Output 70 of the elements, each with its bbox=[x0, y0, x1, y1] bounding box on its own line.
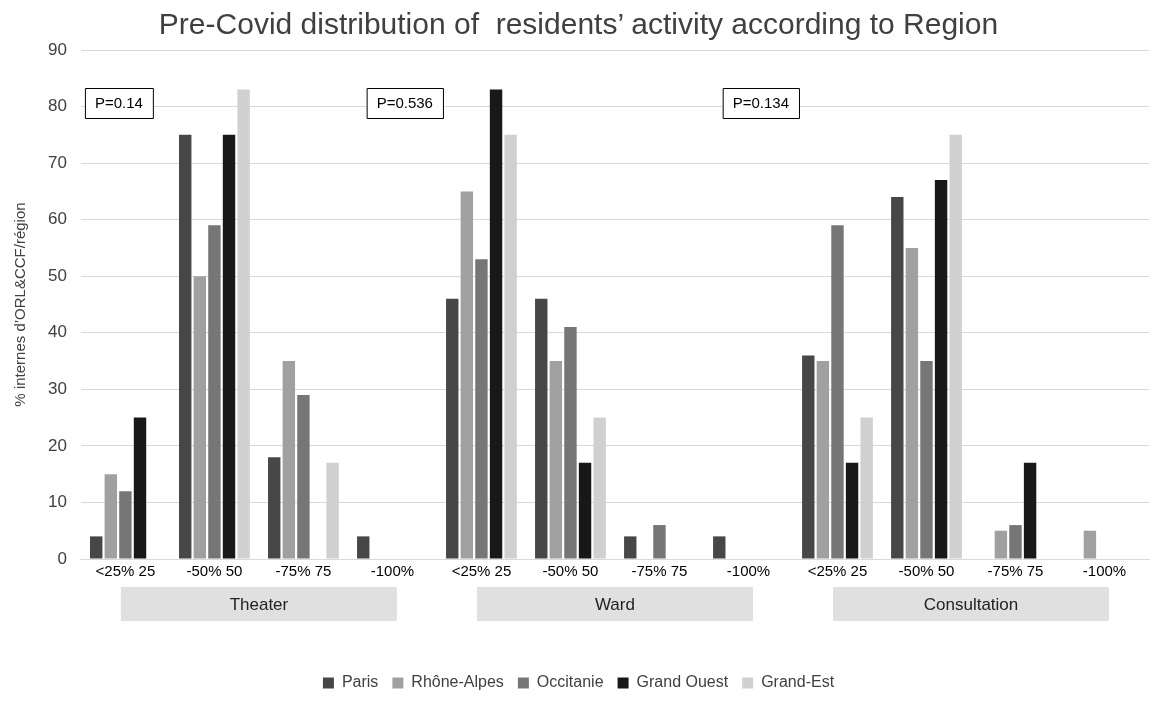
chart-title: Pre-Covid distribution of residents’ activity according to Region bbox=[158, 7, 999, 41]
y-tick-label: 0 bbox=[57, 548, 67, 568]
x-tick-label: -100% bbox=[370, 562, 415, 580]
bar bbox=[564, 327, 577, 559]
bar bbox=[446, 298, 459, 559]
bar bbox=[104, 474, 118, 559]
y-tick-label: 20 bbox=[47, 435, 67, 455]
y-tick-label: 10 bbox=[47, 492, 67, 512]
y-tick-label: 30 bbox=[47, 379, 67, 399]
legend-label: Grand-Est bbox=[761, 673, 835, 691]
bar bbox=[549, 361, 563, 559]
bar bbox=[802, 355, 815, 559]
bar bbox=[1083, 530, 1097, 559]
bar bbox=[90, 536, 103, 559]
bar bbox=[193, 276, 207, 559]
y-tick-label: 70 bbox=[47, 152, 67, 172]
bar bbox=[578, 462, 592, 559]
legend-label: Grand Ouest bbox=[636, 673, 729, 691]
bar bbox=[222, 134, 236, 559]
x-tick-label: -50% 50 bbox=[542, 562, 599, 580]
bar bbox=[489, 89, 503, 559]
bar bbox=[208, 225, 221, 559]
bar bbox=[934, 180, 948, 559]
bar bbox=[653, 525, 666, 559]
bar bbox=[475, 259, 488, 559]
y-tick-label: 50 bbox=[47, 265, 67, 285]
bar bbox=[119, 491, 132, 559]
x-tick-label: -75% 75 bbox=[275, 562, 332, 580]
x-tick-label: -50% 50 bbox=[186, 562, 243, 580]
x-tick-label: <25% 25 bbox=[451, 562, 512, 580]
x-tick-label: -75% 75 bbox=[987, 562, 1044, 580]
bar bbox=[920, 361, 933, 559]
y-tick-label: 80 bbox=[47, 96, 67, 116]
x-tick-label: -100% bbox=[726, 562, 771, 580]
bar bbox=[179, 134, 192, 559]
text: Ward bbox=[594, 594, 635, 614]
bar bbox=[268, 457, 281, 559]
bar bbox=[297, 394, 310, 559]
bar bbox=[816, 361, 830, 559]
y-tick-label: 60 bbox=[47, 209, 67, 229]
annotation: P=0.134 bbox=[732, 94, 789, 112]
x-tick-label: -50% 50 bbox=[898, 562, 955, 580]
text: Consultation bbox=[923, 594, 1019, 614]
bar bbox=[460, 191, 474, 559]
bar bbox=[1023, 462, 1037, 559]
annotation: P=0.14 bbox=[94, 94, 143, 112]
y-axis-title: % internes d’ORL&CCF/région bbox=[11, 202, 29, 407]
text: Theater bbox=[229, 594, 289, 614]
x-tick-label: <25% 25 bbox=[807, 562, 868, 580]
y-tick-label: 90 bbox=[47, 39, 67, 59]
bar bbox=[282, 361, 296, 559]
annotation: P=0.536 bbox=[376, 94, 433, 112]
x-tick-label: -100% bbox=[1082, 562, 1127, 580]
bar bbox=[905, 247, 919, 559]
bar bbox=[891, 197, 904, 559]
bar bbox=[713, 536, 726, 559]
legend-label: Occitanie bbox=[536, 673, 604, 691]
bar bbox=[133, 417, 147, 559]
legend-label: Paris bbox=[341, 673, 379, 691]
bar bbox=[994, 530, 1008, 559]
bar bbox=[831, 225, 844, 559]
bar bbox=[624, 536, 637, 559]
legend-label: Rhône-Alpes bbox=[411, 673, 504, 691]
bar bbox=[845, 462, 859, 559]
x-tick-label: <25% 25 bbox=[95, 562, 156, 580]
bar bbox=[535, 298, 548, 559]
bar bbox=[1009, 525, 1022, 559]
x-tick-label: -75% 75 bbox=[631, 562, 688, 580]
bar bbox=[357, 536, 370, 559]
y-tick-label: 40 bbox=[47, 322, 67, 342]
